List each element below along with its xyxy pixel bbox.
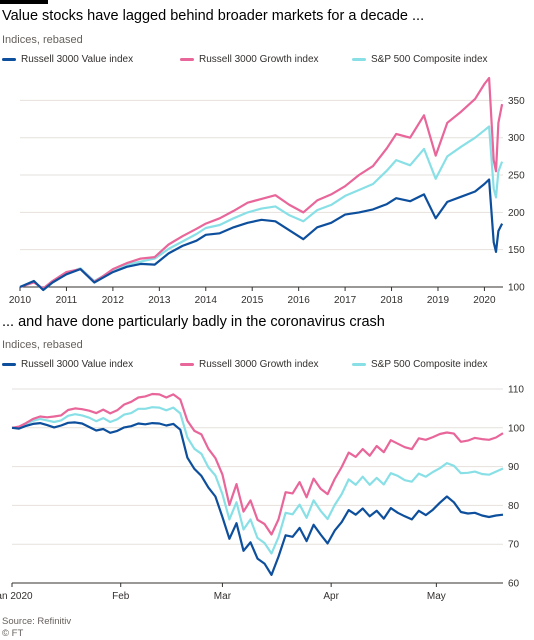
- x-tick-label: Apr: [323, 591, 339, 602]
- chart2-title: ... and have done particularly badly in …: [2, 314, 385, 330]
- legend-label-growth: Russell 3000 Growth index: [199, 54, 319, 65]
- legend-item-sp500: S&P 500 Composite index: [352, 54, 488, 65]
- legend-label-sp500: S&P 500 Composite index: [371, 54, 488, 65]
- legend-label-value: Russell 3000 Value index: [21, 54, 134, 65]
- legend-swatch-value: [2, 58, 16, 61]
- x-tick-label: 2019: [427, 295, 450, 306]
- y-tick-label: 80: [508, 501, 520, 512]
- y-tick-label: 200: [508, 208, 525, 219]
- x-tick-label: Feb: [112, 591, 130, 602]
- legend-swatch-growth: [180, 58, 194, 61]
- copyright-note: © FT: [2, 628, 24, 639]
- x-tick-label: 2017: [334, 295, 357, 306]
- chart1-value-line: [19, 178, 504, 292]
- chart1-title: Value stocks have lagged behind broader …: [2, 8, 425, 24]
- chart1-legend: Russell 3000 Value index Russell 3000 Gr…: [0, 54, 534, 70]
- legend-item-sp500: S&P 500 Composite index: [352, 359, 488, 370]
- x-tick-label: 2010: [9, 295, 32, 306]
- legend-item-growth: Russell 3000 Growth index: [180, 54, 319, 65]
- y-tick-label: 90: [508, 462, 520, 473]
- x-tick-label: May: [427, 591, 446, 602]
- x-tick-label: Mar: [214, 591, 232, 602]
- x-tick-label: 2014: [195, 295, 218, 306]
- y-tick-label: 250: [508, 171, 525, 182]
- source-note: Source: Refinitiv: [2, 616, 72, 627]
- y-tick-label: 300: [508, 133, 525, 144]
- legend-swatch-value: [2, 363, 16, 366]
- y-tick-label: 100: [508, 423, 525, 434]
- legend-label-growth: Russell 3000 Growth index: [199, 359, 319, 370]
- chart1-plot: 100 150 200 250 300 350 2010 2011 2012 2013 2014 20…: [9, 76, 525, 306]
- x-tick-label: 2012: [102, 295, 125, 306]
- y-tick-label: 100: [508, 283, 525, 294]
- chart1-growth-line: [19, 76, 504, 290]
- y-tick-label: 70: [508, 540, 520, 551]
- y-tick-label: 150: [508, 245, 525, 256]
- legend-swatch-sp500: [352, 363, 366, 366]
- x-tick-label: 2015: [241, 295, 264, 306]
- chart2-legend: Russell 3000 Value index Russell 3000 Gr…: [0, 359, 534, 375]
- legend-item-value: Russell 3000 Value index: [2, 359, 133, 370]
- x-tick-label: 2011: [56, 295, 78, 306]
- x-tick-label: 2018: [380, 295, 403, 306]
- y-tick-label: 60: [508, 579, 520, 590]
- legend-label-value: Russell 3000 Value index: [21, 359, 134, 370]
- legend-swatch-growth: [180, 363, 194, 366]
- x-tick-label: 2020: [473, 295, 496, 306]
- legend-item-growth: Russell 3000 Growth index: [180, 359, 319, 370]
- legend-label-sp500: S&P 500 Composite index: [371, 359, 488, 370]
- chart2-sp500-line: [11, 406, 504, 555]
- legend-item-value: Russell 3000 Value index: [2, 54, 133, 65]
- ft-accent-bar: [0, 0, 48, 4]
- chart2-subtitle: Indices, rebased: [2, 339, 83, 351]
- chart2-value-line: [11, 421, 504, 576]
- x-tick-label: 2016: [288, 295, 311, 306]
- chart1-subtitle: Indices, rebased: [2, 34, 83, 46]
- chart2-growth-line: [11, 392, 504, 536]
- x-tick-label: Jan 2020: [0, 591, 33, 602]
- y-tick-label: 350: [508, 96, 525, 107]
- legend-swatch-sp500: [352, 58, 366, 61]
- x-tick-label: 2013: [148, 295, 171, 306]
- y-tick-label: 110: [508, 385, 524, 396]
